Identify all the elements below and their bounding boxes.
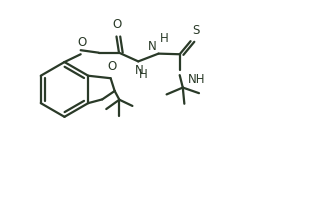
Text: O: O: [108, 60, 117, 73]
Text: S: S: [193, 24, 200, 37]
Text: N: N: [148, 40, 157, 53]
Text: O: O: [78, 36, 87, 49]
Text: N: N: [135, 64, 143, 77]
Text: H: H: [160, 32, 168, 45]
Text: H: H: [139, 68, 147, 81]
Text: O: O: [112, 18, 122, 31]
Text: NH: NH: [187, 73, 205, 86]
